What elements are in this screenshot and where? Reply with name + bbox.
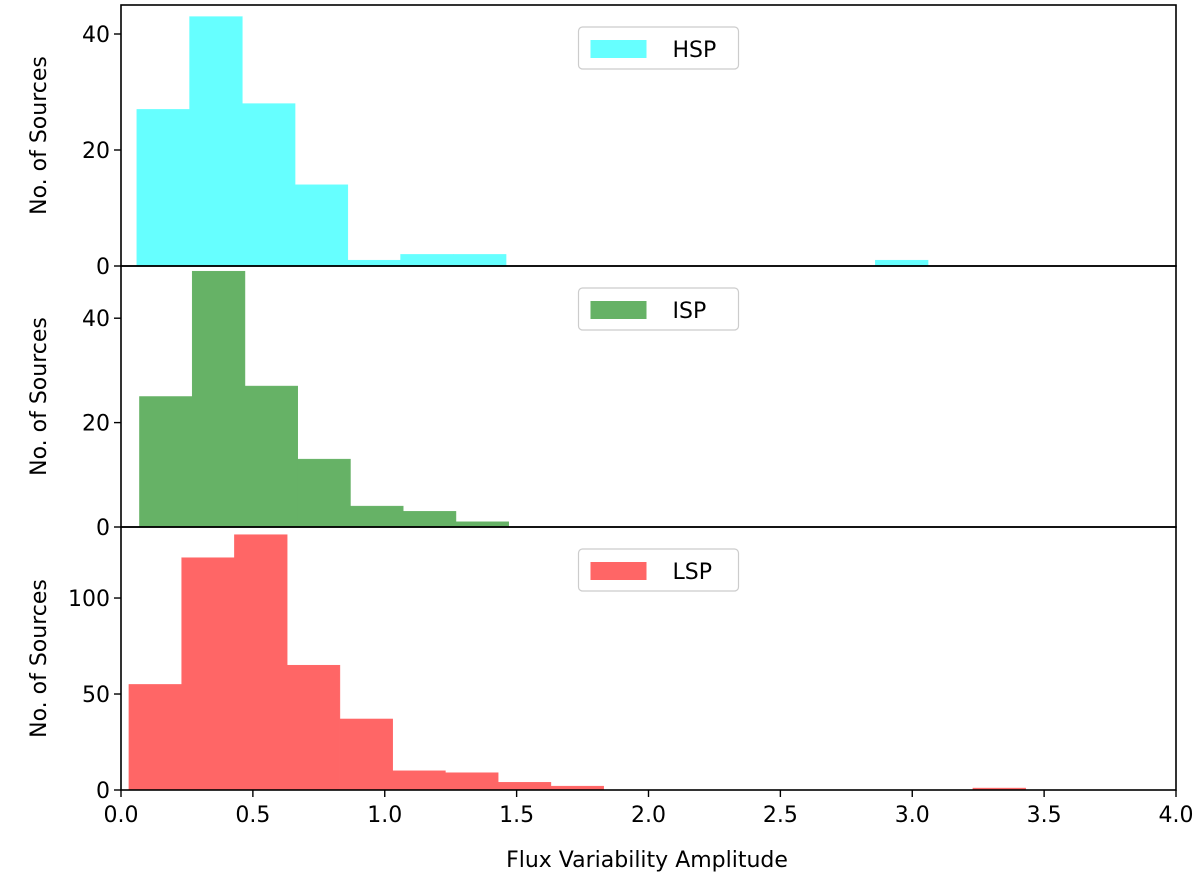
panel-lsp-y-axis-title: No. of Sources (27, 579, 52, 738)
xtick-label-8: 4.0 (1159, 803, 1194, 828)
panel-lsp-bar-0 (128, 684, 182, 791)
panel-isp-ytick-label-1: 20 (82, 412, 110, 437)
panel-lsp-bar-1 (181, 557, 235, 791)
xtick-label-4: 2.0 (631, 803, 666, 828)
panel-hsp-legend-swatch (590, 40, 647, 58)
panel-hsp-bar-1 (189, 16, 243, 267)
panel-lsp-bar-2 (234, 534, 288, 791)
xtick-label-0: 0.0 (104, 803, 139, 828)
panel-lsp-bar-5 (392, 770, 446, 791)
panel-lsp-legend-box (577, 548, 740, 592)
panel-hsp-legend-label: HSP (673, 38, 717, 63)
panel-hsp-y-axis-title: No. of Sources (27, 56, 52, 215)
xtick-label-5: 2.5 (763, 803, 798, 828)
panel-isp-bar-2 (244, 385, 298, 528)
panel-isp: 0 20 40 No. of Sources ISP (27, 265, 1177, 541)
panel-isp-bar-3 (297, 458, 351, 528)
panel-hsp-bar-2 (242, 103, 296, 267)
xtick-label-7: 3.5 (1027, 803, 1062, 828)
panel-hsp-legend-box (577, 26, 740, 70)
panel-isp-ytick-label-0: 0 (96, 516, 110, 541)
panel-hsp-ytick-label-0: 0 (96, 255, 110, 280)
panel-lsp-ytick-label-1: 50 (82, 683, 110, 708)
panel-lsp-ytick-label-0: 0 (96, 779, 110, 804)
panel-lsp-bar-4 (339, 718, 393, 791)
panel-hsp-bar-3 (294, 184, 349, 267)
panel-isp-bar-1 (191, 270, 246, 528)
panel-lsp-bar-7 (497, 782, 552, 791)
panel-hsp-bar-4 (347, 259, 401, 267)
panel-lsp-bar-6 (445, 772, 499, 791)
panel-isp-bar-5 (402, 511, 457, 528)
x-axis-title: Flux Variability Amplitude (506, 848, 788, 873)
panel-hsp-ytick-label-2: 40 (82, 23, 110, 48)
panel-lsp-legend-label: LSP (673, 560, 713, 585)
panel-lsp-ytick-label-2: 100 (68, 587, 110, 612)
panel-isp-bar-0 (139, 396, 193, 528)
panels-layer: 0 20 40 No. of Sources HSP 0 20 40 No. of Source… (27, 4, 1194, 828)
panel-hsp-bar-0 (136, 109, 190, 267)
panel-isp-legend-swatch (590, 301, 647, 319)
panel-hsp-ytick-label-1: 20 (82, 139, 110, 164)
xtick-label-2: 1.0 (367, 803, 402, 828)
panel-hsp: 0 20 40 No. of Sources HSP (27, 4, 1177, 280)
panel-lsp: 0 50 100 No. of Sources LSP (27, 526, 1177, 804)
panel-isp-bar-4 (350, 505, 404, 528)
panel-isp-y-axis-title: No. of Sources (27, 317, 52, 476)
panel-lsp-bar-3 (286, 664, 341, 791)
panel-isp-legend-label: ISP (673, 299, 707, 324)
panel-isp-ytick-label-2: 40 (82, 307, 110, 332)
xtick-label-3: 1.5 (499, 803, 534, 828)
panel-hsp-bar-7 (875, 259, 929, 267)
xtick-label-1: 0.5 (235, 803, 270, 828)
panel-hsp-bar-6 (453, 254, 507, 267)
panel-lsp-legend-swatch (590, 562, 647, 580)
panel-hsp-bar-5 (400, 254, 454, 267)
xtick-label-6: 3.0 (895, 803, 930, 828)
panel-isp-legend-box (577, 287, 740, 331)
